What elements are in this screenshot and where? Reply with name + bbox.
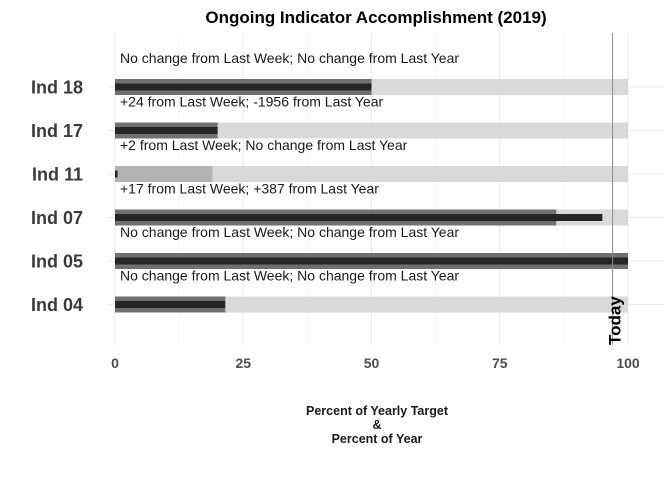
y-tick-label: Ind 17 bbox=[31, 121, 83, 141]
y-tick-label: Ind 04 bbox=[31, 295, 83, 315]
target-bar bbox=[115, 296, 628, 313]
x-axis-label-line-1: Percent of Yearly Target bbox=[306, 404, 449, 418]
change-annotation: No change from Last Week; No change from… bbox=[120, 224, 459, 240]
today-label: Today bbox=[606, 296, 625, 345]
change-annotation: +24 from Last Week; -1956 from Last Year bbox=[120, 94, 384, 110]
change-annotation: No change from Last Week; No change from… bbox=[120, 268, 459, 284]
accomplishment-bar bbox=[115, 257, 628, 265]
target-bar bbox=[115, 122, 628, 139]
x-tick-label: 50 bbox=[364, 355, 380, 371]
change-annotation: +17 from Last Week; +387 from Last Year bbox=[120, 181, 379, 197]
change-annotation: +2 from Last Week; No change from Last Y… bbox=[120, 137, 408, 153]
accomplishment-bar bbox=[115, 301, 226, 308]
change-annotation: No change from Last Week; No change from… bbox=[120, 50, 459, 66]
target-bar bbox=[115, 166, 628, 182]
labels-layer: Ind 18 No change from Last Week; No chang… bbox=[31, 50, 640, 371]
accomplishment-bar bbox=[115, 83, 372, 91]
chart-title: Ongoing Indicator Accomplishment (2019) bbox=[205, 8, 546, 27]
year-progress-bar bbox=[115, 166, 213, 182]
y-tick-label: Ind 05 bbox=[31, 252, 83, 272]
accomplishment-bar bbox=[115, 214, 603, 221]
x-axis-label-line-2: & bbox=[372, 418, 381, 432]
x-tick-label: 25 bbox=[235, 355, 251, 371]
x-axis-label-line-3: Percent of Year bbox=[332, 432, 423, 446]
accomplishment-bar bbox=[115, 170, 118, 178]
bars-layer bbox=[115, 79, 628, 313]
x-tick-label: 100 bbox=[616, 355, 640, 371]
y-tick-label: Ind 18 bbox=[31, 78, 83, 98]
y-tick-label: Ind 11 bbox=[32, 165, 83, 185]
x-tick-label: 75 bbox=[492, 355, 508, 371]
y-tick-label: Ind 07 bbox=[31, 208, 83, 228]
x-tick-label: 0 bbox=[111, 355, 119, 371]
accomplishment-bar bbox=[115, 127, 218, 134]
today-layer: Today bbox=[606, 33, 625, 345]
